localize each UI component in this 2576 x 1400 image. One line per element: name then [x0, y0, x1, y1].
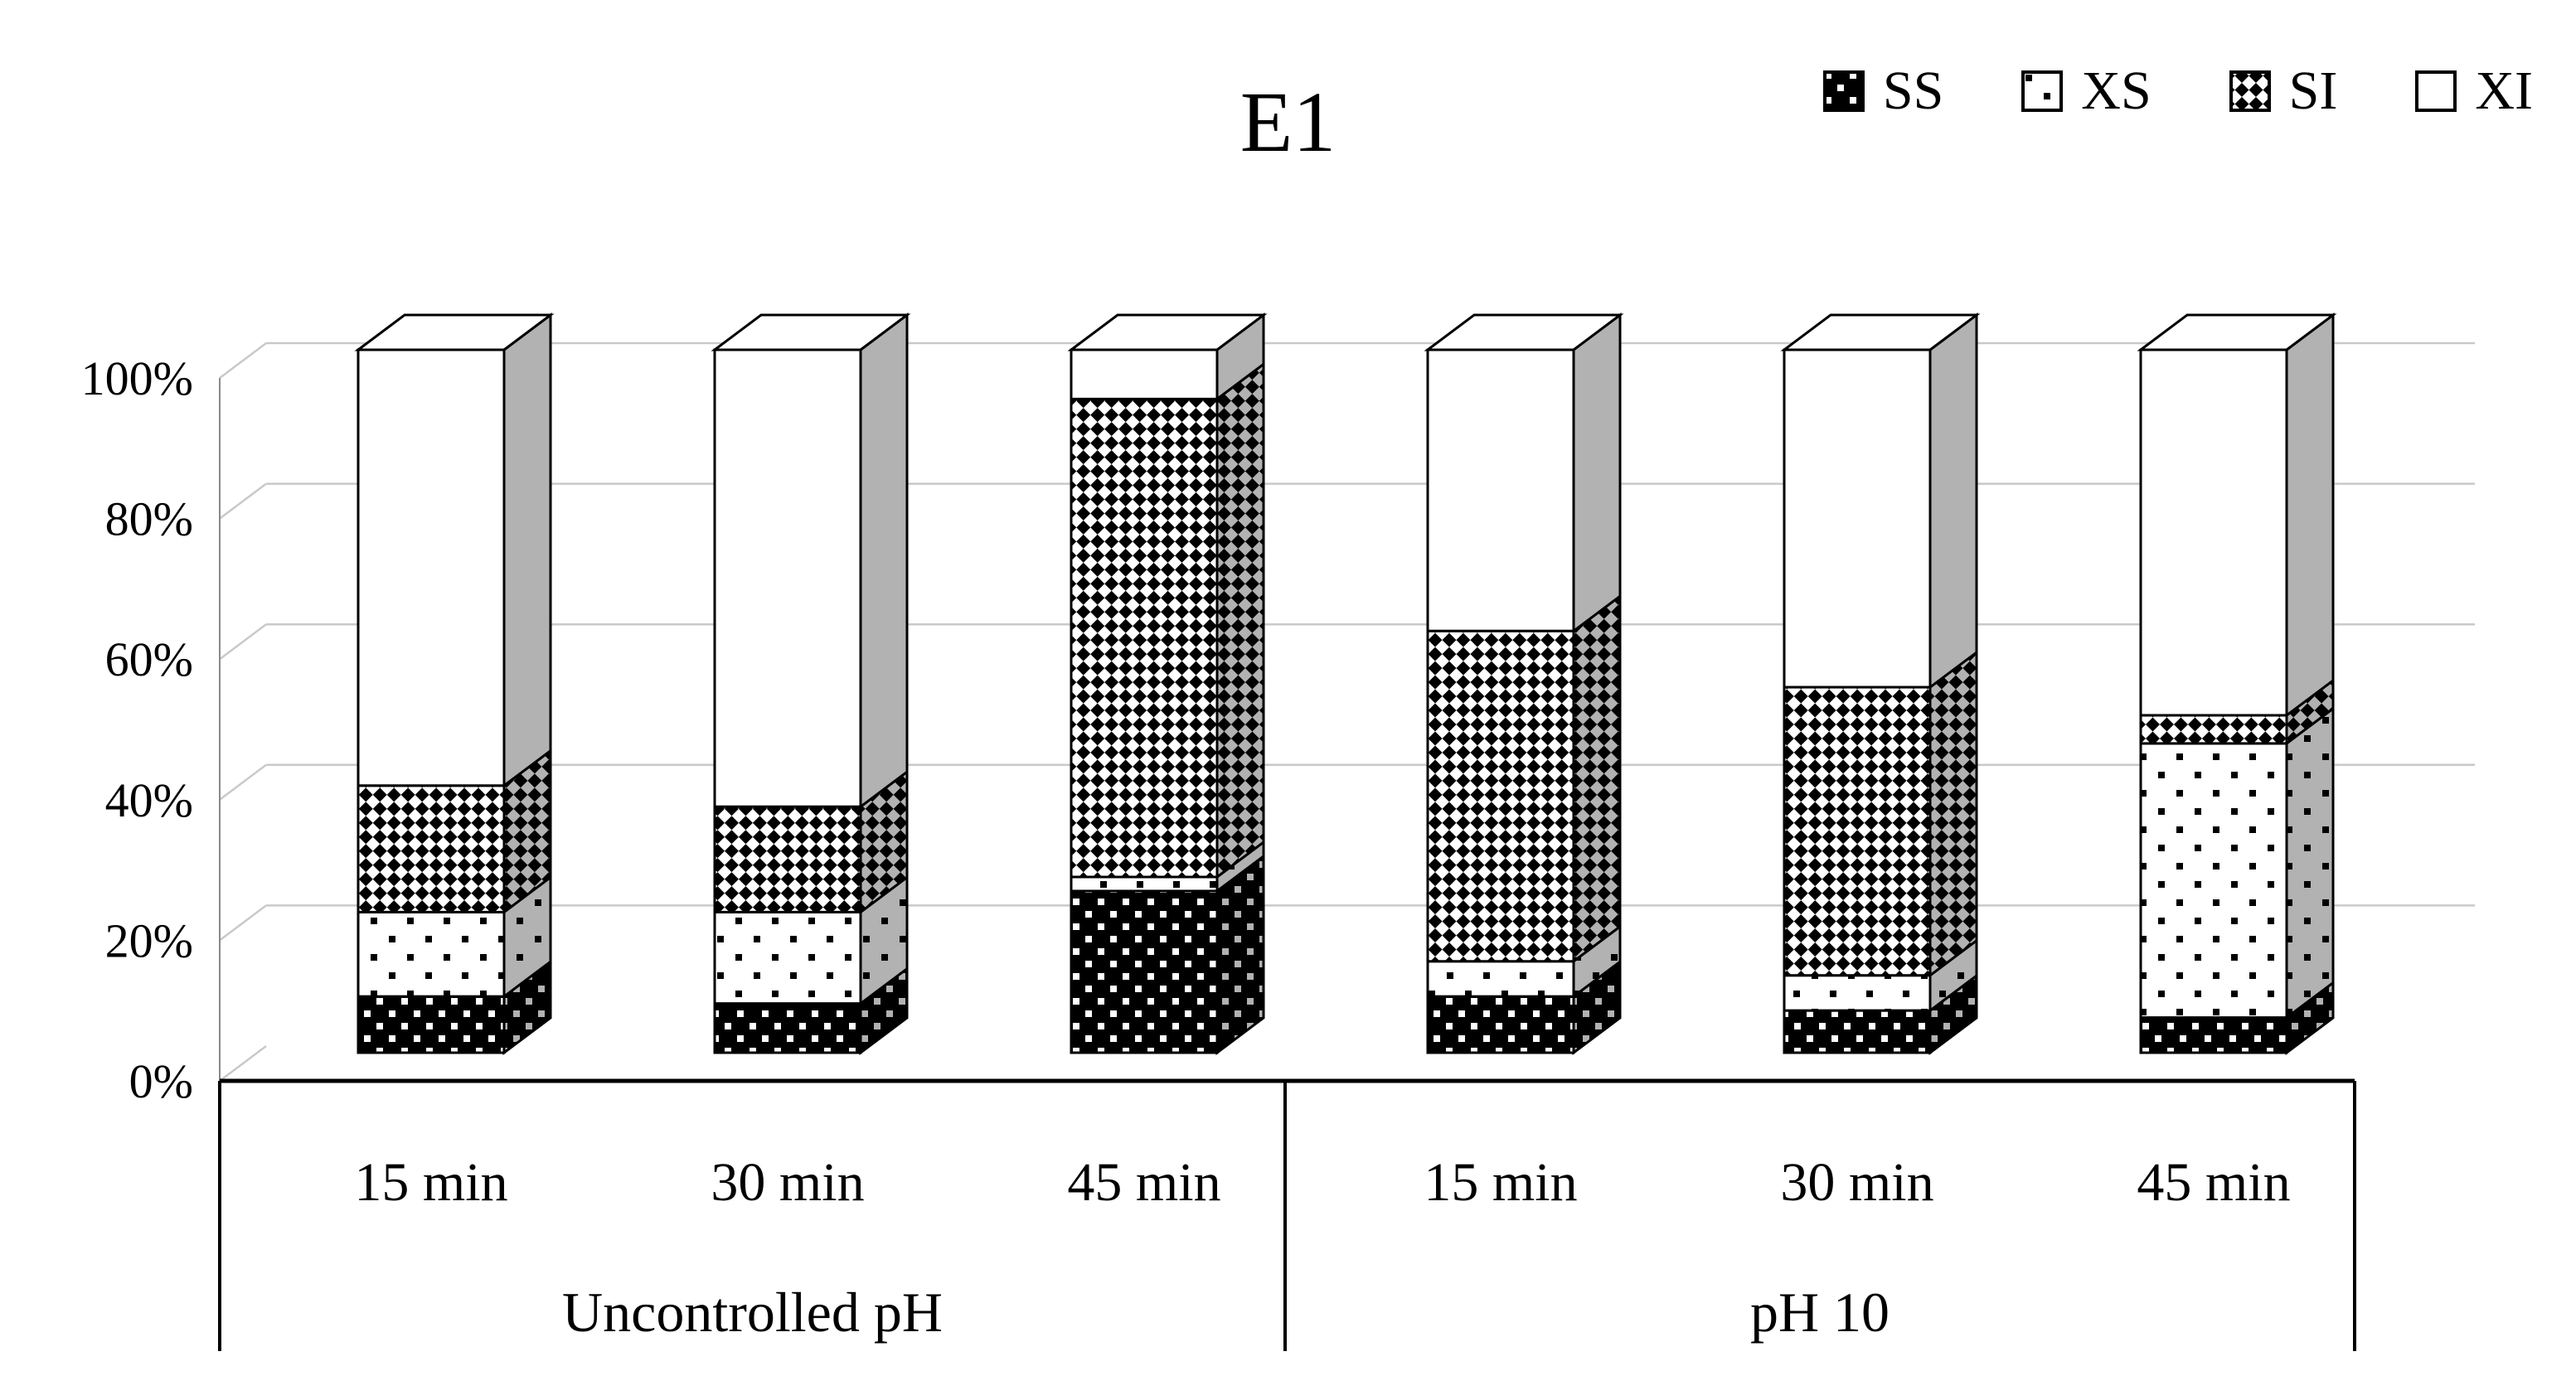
bar-segment-front	[713, 1002, 862, 1054]
y-tick-label: 80%	[105, 492, 193, 546]
bar-segment-side-shade	[2285, 705, 2335, 1020]
bar-segment-front	[1426, 348, 1575, 632]
bar-segment-front	[357, 348, 506, 787]
bar-segment-side	[1574, 962, 1620, 1053]
category-label: 15 min	[354, 1152, 507, 1213]
legend: SS XS SI XI	[1822, 60, 2533, 123]
chart-title: E1	[1239, 75, 1337, 170]
bar-segment-front	[1783, 974, 1932, 1012]
category-label: 45 min	[2137, 1152, 2290, 1213]
y-tick-label: 40%	[105, 773, 193, 827]
bar-segment-side	[1217, 315, 1264, 400]
legend-swatch-si-icon	[2229, 70, 2271, 112]
bar-segment-front	[1426, 995, 1575, 1054]
bar-segment-front	[1426, 629, 1575, 963]
bar-segment-front	[1783, 1009, 1932, 1054]
bar-segment-front	[1070, 889, 1219, 1054]
bar-segment-side	[861, 877, 907, 1004]
bar-segment-front	[1070, 348, 1219, 400]
bar-segment-side-shade	[2285, 312, 2335, 718]
y-tick-label: 60%	[105, 632, 193, 686]
bar-segment-front	[2139, 742, 2288, 1020]
gridline-stub	[219, 1045, 267, 1082]
bar-segment-side	[504, 315, 551, 786]
group-label: pH 10	[1750, 1281, 1890, 1344]
bar-segment-side	[1930, 976, 1977, 1053]
bar-segment-side-shade	[1928, 312, 1978, 690]
legend-label-si: SI	[2288, 61, 2338, 121]
bar-segment-side	[2287, 982, 2333, 1053]
bar-segment-side	[1574, 315, 1620, 632]
gridline-stub	[219, 342, 267, 379]
legend-label-ss: SS	[1882, 61, 1944, 121]
legend-label-xs: XS	[2081, 61, 2152, 121]
gridline-stub	[219, 763, 267, 801]
bar-segment-side-shade	[1215, 361, 1265, 879]
bar-segment-side	[1574, 926, 1620, 997]
bar-segment-front	[713, 805, 862, 913]
legend-label-xi: XI	[2475, 61, 2533, 121]
bar-segment-front	[357, 910, 506, 998]
y-tick-label: 20%	[105, 913, 193, 967]
bar-segment-side-shade	[502, 312, 552, 788]
bar-segment-front	[357, 995, 506, 1054]
bar-segment-front	[1070, 397, 1219, 879]
bar-segment-side	[504, 962, 551, 1053]
legend-item-ss: SS	[1822, 60, 1943, 123]
bar-segment-side	[504, 877, 551, 997]
bar-segment-front	[357, 784, 506, 913]
bar-segment-front	[1783, 685, 1932, 977]
bar-segment-front	[2139, 714, 2288, 745]
bar-segment-side	[2287, 708, 2333, 1018]
bar-segment-front	[713, 910, 862, 1005]
bar-segment-side	[2287, 680, 2333, 744]
legend-item-si: SI	[2228, 60, 2338, 123]
bar-segment-front	[2139, 348, 2288, 717]
category-label: 15 min	[1424, 1152, 1577, 1213]
gridline-stub	[219, 904, 267, 942]
bar-segment-front	[1783, 348, 1932, 689]
category-label: 30 min	[1780, 1152, 1933, 1213]
bar-segment-side	[1217, 855, 1264, 1053]
bar-segment-side	[1930, 652, 1977, 976]
legend-swatch-xs-icon	[2021, 70, 2064, 112]
bar-segment-side	[1930, 940, 1977, 1011]
bar-segment-side-shade	[1572, 312, 1622, 634]
category-label: 45 min	[1067, 1152, 1220, 1213]
bar-segment-side	[504, 750, 551, 913]
y-tick-label: 100%	[81, 351, 193, 405]
bar-segment-side	[1217, 364, 1264, 877]
category-label: 30 min	[711, 1152, 864, 1213]
group-label: Uncontrolled pH	[562, 1281, 943, 1344]
bar-segment-side-shade	[1572, 593, 1622, 964]
bar-segment-side	[861, 772, 907, 913]
legend-swatch-ss-icon	[1822, 70, 1865, 112]
bar-segment-side	[861, 315, 907, 807]
legend-swatch-xi-icon	[2415, 70, 2457, 112]
bar-segment-side-shade	[1928, 650, 1978, 978]
bar-segment-side	[1217, 842, 1264, 891]
bar-segment-side	[861, 968, 907, 1053]
legend-item-xi: XI	[2413, 60, 2533, 123]
y-tick-label: 0%	[129, 1054, 193, 1108]
bar-segment-side	[2287, 315, 2333, 715]
bar-segment-front	[1426, 960, 1575, 998]
bar-segment-side-shade	[859, 312, 909, 810]
legend-item-xs: XS	[2020, 60, 2152, 123]
bar-segment-front	[1070, 875, 1219, 893]
bar-segment-front	[713, 348, 862, 808]
bar-segment-front	[2139, 1016, 2288, 1054]
bar-segment-side	[1930, 315, 1977, 688]
gridline-stub	[219, 623, 267, 661]
bar-segment-side	[1574, 596, 1620, 962]
gridline-stub	[219, 482, 267, 520]
